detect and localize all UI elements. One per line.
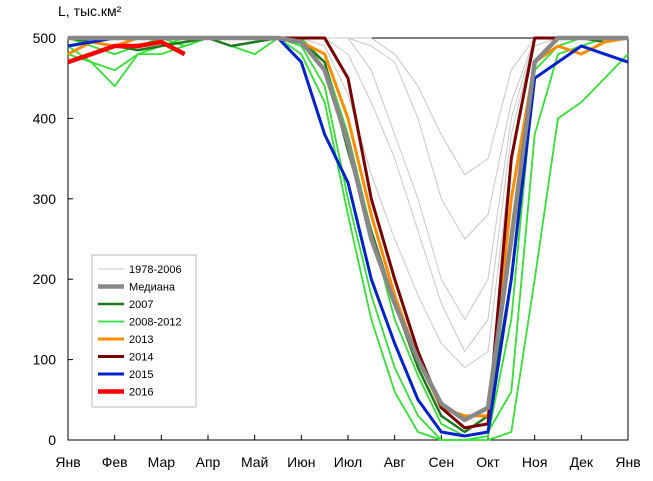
legend-label: 2016 <box>129 387 153 399</box>
y-tick-label: 0 <box>48 432 56 448</box>
x-tick-label: Дек <box>570 454 594 470</box>
y-tick-label: 300 <box>33 191 57 207</box>
x-tick-label: Апр <box>196 454 221 470</box>
y-tick-label: 500 <box>33 30 57 46</box>
legend-label: 2015 <box>129 369 153 381</box>
legend-label: 2007 <box>129 299 153 311</box>
y-tick-label: 100 <box>33 352 57 368</box>
x-tick-label: Сен <box>429 454 455 470</box>
x-tick-label: Янв <box>55 454 80 470</box>
legend-label: 2013 <box>129 334 153 346</box>
legend: 1978-2006 Медиана 2007 2008-2012 2013 2014 201… <box>91 254 197 408</box>
legend-box <box>91 254 197 408</box>
x-tick-label: Янв <box>615 454 640 470</box>
x-tick-label: Авг <box>384 454 406 470</box>
legend-label: 2008-2012 <box>129 317 182 329</box>
legend-label: Медиана <box>129 282 176 294</box>
x-tick-label: Мар <box>148 454 176 470</box>
x-tick-label: Июл <box>334 454 362 470</box>
x-tick-label: Май <box>241 454 268 470</box>
legend-label: 1978-2006 <box>129 264 182 276</box>
data-line <box>67 37 629 441</box>
y-axis-label: L, тыс.км² <box>58 3 122 19</box>
data-line <box>68 35 628 423</box>
x-tick-label: Фев <box>102 454 128 470</box>
y-tick-label: 200 <box>33 271 57 287</box>
x-tick-label: Июн <box>287 454 315 470</box>
x-tick-label: Окт <box>476 454 500 470</box>
y-tick-label: 400 <box>33 110 57 126</box>
x-tick-label: Ноя <box>522 454 547 470</box>
data-line <box>67 39 186 65</box>
legend-label: 2014 <box>129 352 153 364</box>
